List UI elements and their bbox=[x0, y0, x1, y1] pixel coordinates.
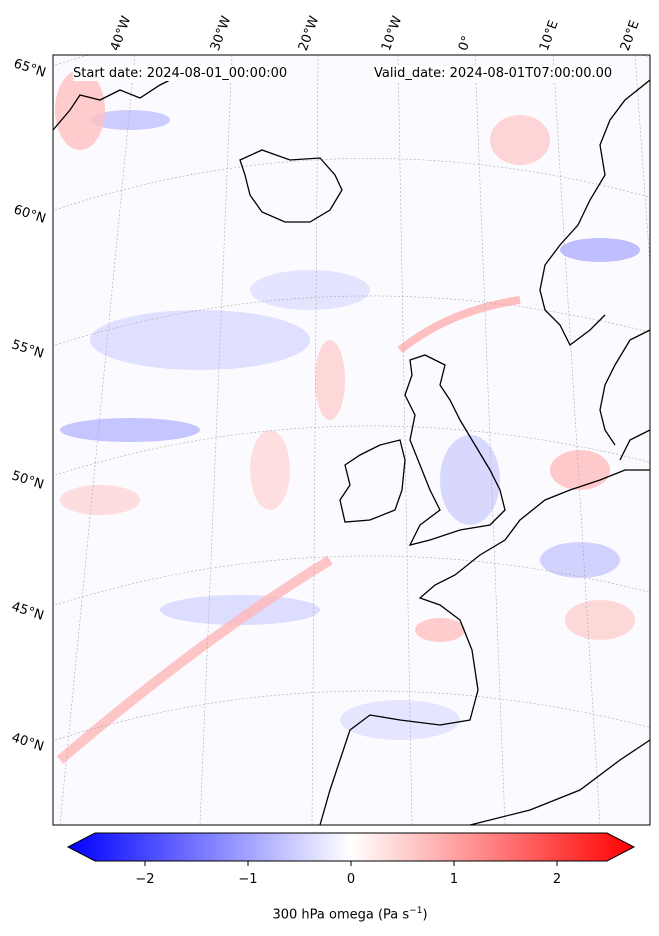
coastlines bbox=[53, 79, 650, 825]
colorbar-bar bbox=[66, 832, 636, 862]
colorbar-tick-2: 2 bbox=[552, 872, 562, 887]
start-date-label: Start date: 2024-08-01_00:00:00 bbox=[73, 66, 288, 81]
map-frame bbox=[52, 54, 651, 826]
omega-field bbox=[53, 55, 650, 825]
colorbar bbox=[66, 832, 636, 866]
colorbar-tick-neg2: −2 bbox=[135, 872, 155, 887]
colorbar-label: 300 hPa omega (Pa s−1) bbox=[272, 906, 428, 923]
colorbar-tick-1: 1 bbox=[449, 872, 459, 887]
parallel-gridlines bbox=[53, 55, 650, 742]
colorbar-tick-0: 0 bbox=[346, 872, 356, 887]
colorbar-ticks bbox=[144, 861, 558, 866]
valid-date-label: Valid_date: 2024-08-01T07:00:00.00 bbox=[374, 66, 613, 81]
colorbar-tick-neg1: −1 bbox=[238, 872, 258, 887]
meridian-gridlines bbox=[59, 55, 650, 825]
